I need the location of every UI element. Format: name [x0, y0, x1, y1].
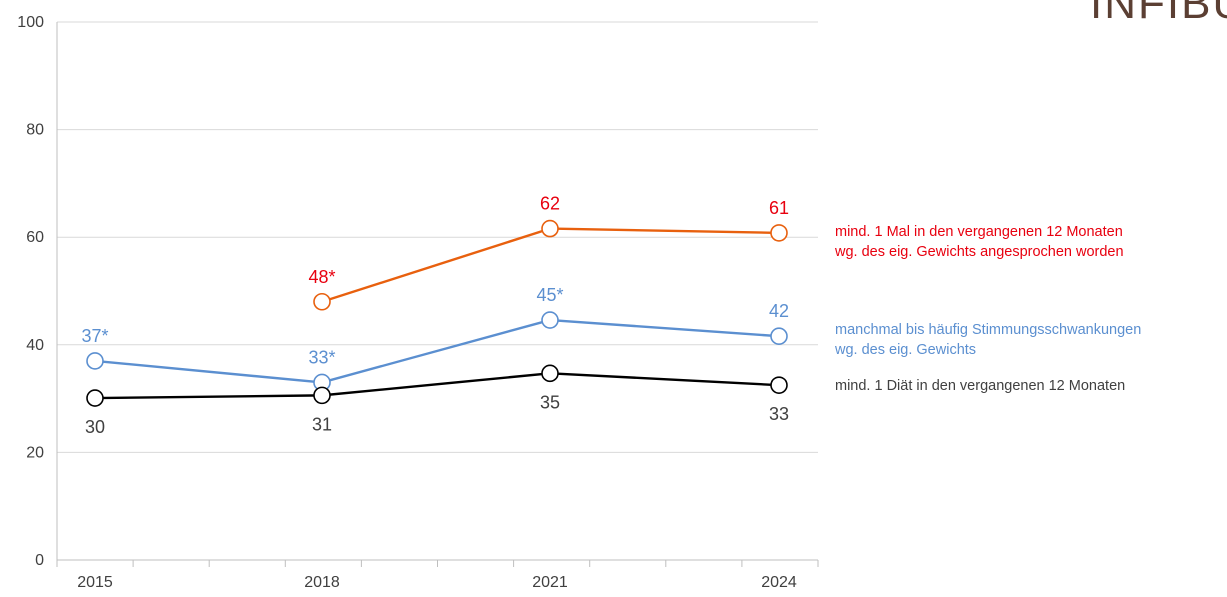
data-point: [86, 352, 104, 370]
x-tick-label: 2021: [532, 574, 568, 591]
data-label: 33: [769, 404, 789, 424]
data-point: [770, 224, 788, 242]
data-point: [541, 219, 559, 238]
data-point: [313, 292, 331, 311]
grid-layer: [57, 21, 818, 453]
data-point: [541, 364, 559, 383]
data-label: 62: [540, 194, 560, 214]
y-tick-label: 0: [35, 552, 44, 569]
data-label-layer: 48* 62 61 37* 33* 45* 42 30 31 35 33: [81, 194, 789, 437]
y-tick-label: 100: [17, 14, 44, 31]
data-label: 48*: [308, 267, 335, 287]
y-tick-label: 20: [26, 444, 44, 461]
series-line: [94, 372, 780, 400]
y-tick-label: 80: [26, 122, 44, 139]
data-label: 37*: [81, 326, 108, 346]
data-label: 45*: [536, 285, 563, 305]
legend-entry: manchmal bis häufig Stimmungsschwankunge…: [835, 322, 1141, 338]
data-point: [86, 389, 104, 407]
legend-entry: wg. des eig. Gewichts: [834, 342, 976, 358]
axis-layer: 0 20 40 60 80 100 2015 2018 2021 2024: [17, 14, 819, 591]
logo: INFIBU: [1090, 0, 1227, 28]
legend: mind. 1 Mal in den vergangenen 12 Monate…: [834, 224, 1141, 394]
legend-entry: mind. 1 Mal in den vergangenen 12 Monate…: [835, 224, 1123, 240]
x-tick-label: 2015: [77, 574, 113, 591]
series-layer: [86, 219, 788, 407]
data-point: [770, 376, 788, 394]
legend-entry: mind. 1 Diät in den vergangenen 12 Monat…: [835, 378, 1125, 394]
data-point: [770, 327, 788, 345]
data-label: 61: [769, 198, 789, 218]
y-tick-label: 60: [26, 229, 44, 246]
data-label: 31: [312, 414, 332, 434]
data-label: 42: [769, 301, 789, 321]
series-line: [94, 318, 780, 384]
data-point: [541, 311, 559, 329]
data-label: 33*: [308, 347, 335, 367]
data-label: 35: [540, 392, 560, 412]
y-tick-label: 40: [26, 337, 44, 354]
data-point: [313, 386, 331, 405]
data-label: 30: [85, 417, 105, 437]
x-tick-label: 2024: [761, 574, 797, 591]
legend-entry: wg. des eig. Gewichts angesprochen worde…: [834, 244, 1124, 260]
x-tick-label: 2018: [304, 574, 340, 591]
